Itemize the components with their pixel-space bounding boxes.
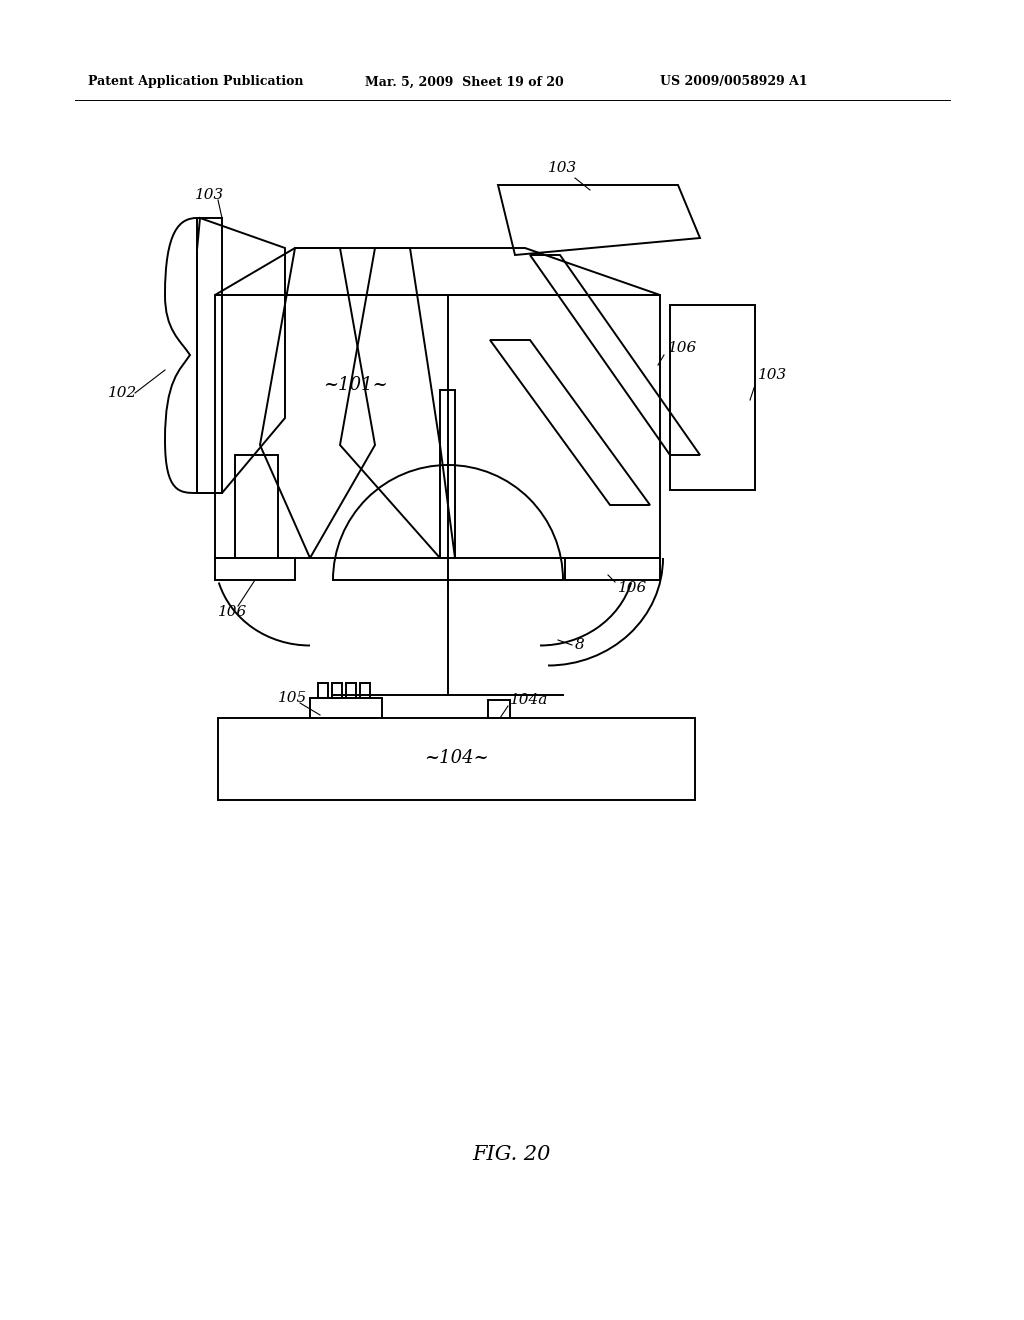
Text: FIG. 20: FIG. 20 — [473, 1146, 551, 1164]
Text: 106: 106 — [618, 581, 647, 595]
Text: 8: 8 — [575, 638, 585, 652]
Text: 105: 105 — [278, 690, 307, 705]
Text: ~104~: ~104~ — [424, 748, 488, 767]
Text: 106: 106 — [668, 341, 697, 355]
Text: 104a: 104a — [510, 693, 549, 708]
Text: 103: 103 — [758, 368, 787, 381]
Text: 103: 103 — [548, 161, 578, 176]
Text: Mar. 5, 2009  Sheet 19 of 20: Mar. 5, 2009 Sheet 19 of 20 — [365, 75, 564, 88]
Text: ~101~: ~101~ — [323, 376, 387, 393]
Text: US 2009/0058929 A1: US 2009/0058929 A1 — [660, 75, 808, 88]
Text: 106: 106 — [218, 605, 247, 619]
Text: Patent Application Publication: Patent Application Publication — [88, 75, 303, 88]
Text: 102: 102 — [108, 385, 137, 400]
Text: 103: 103 — [195, 187, 224, 202]
